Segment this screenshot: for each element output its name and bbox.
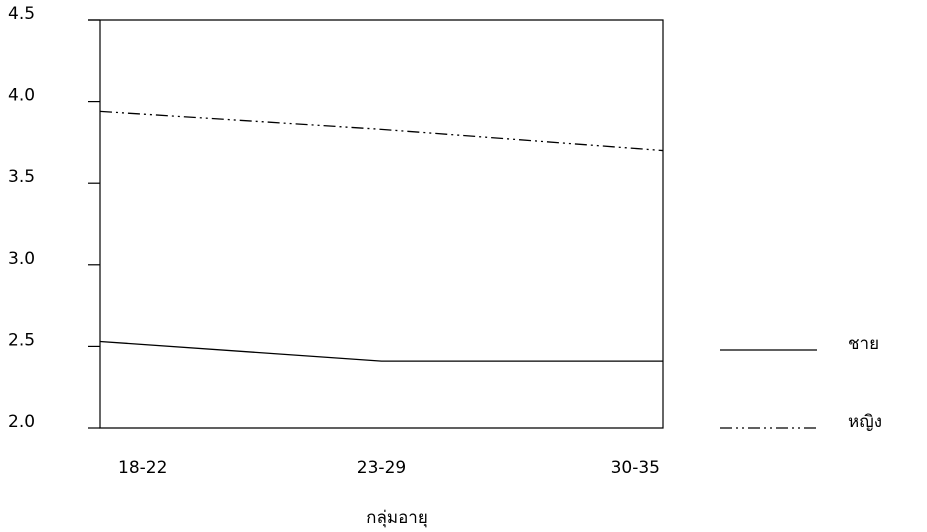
y-tick-label: 4.0 <box>8 86 35 106</box>
legend-label: หญิง <box>848 412 882 432</box>
x-tick-label: 18-22 <box>118 458 167 478</box>
y-tick-label: 2.5 <box>8 330 35 350</box>
y-tick-label: 2.0 <box>8 412 35 432</box>
y-tick-label: 3.5 <box>8 167 35 187</box>
x-tick-label: 30-35 <box>611 458 660 478</box>
series-line <box>99 110 664 152</box>
plot-frame <box>88 19 664 429</box>
x-axis-label: กลุ่มอายุ <box>366 508 428 528</box>
legend-label: ชาย <box>848 334 879 354</box>
y-tick-label: 4.5 <box>8 4 35 24</box>
series-line <box>99 340 663 362</box>
y-tick-label: 3.0 <box>8 249 35 269</box>
x-tick-label: 23-29 <box>357 458 406 478</box>
